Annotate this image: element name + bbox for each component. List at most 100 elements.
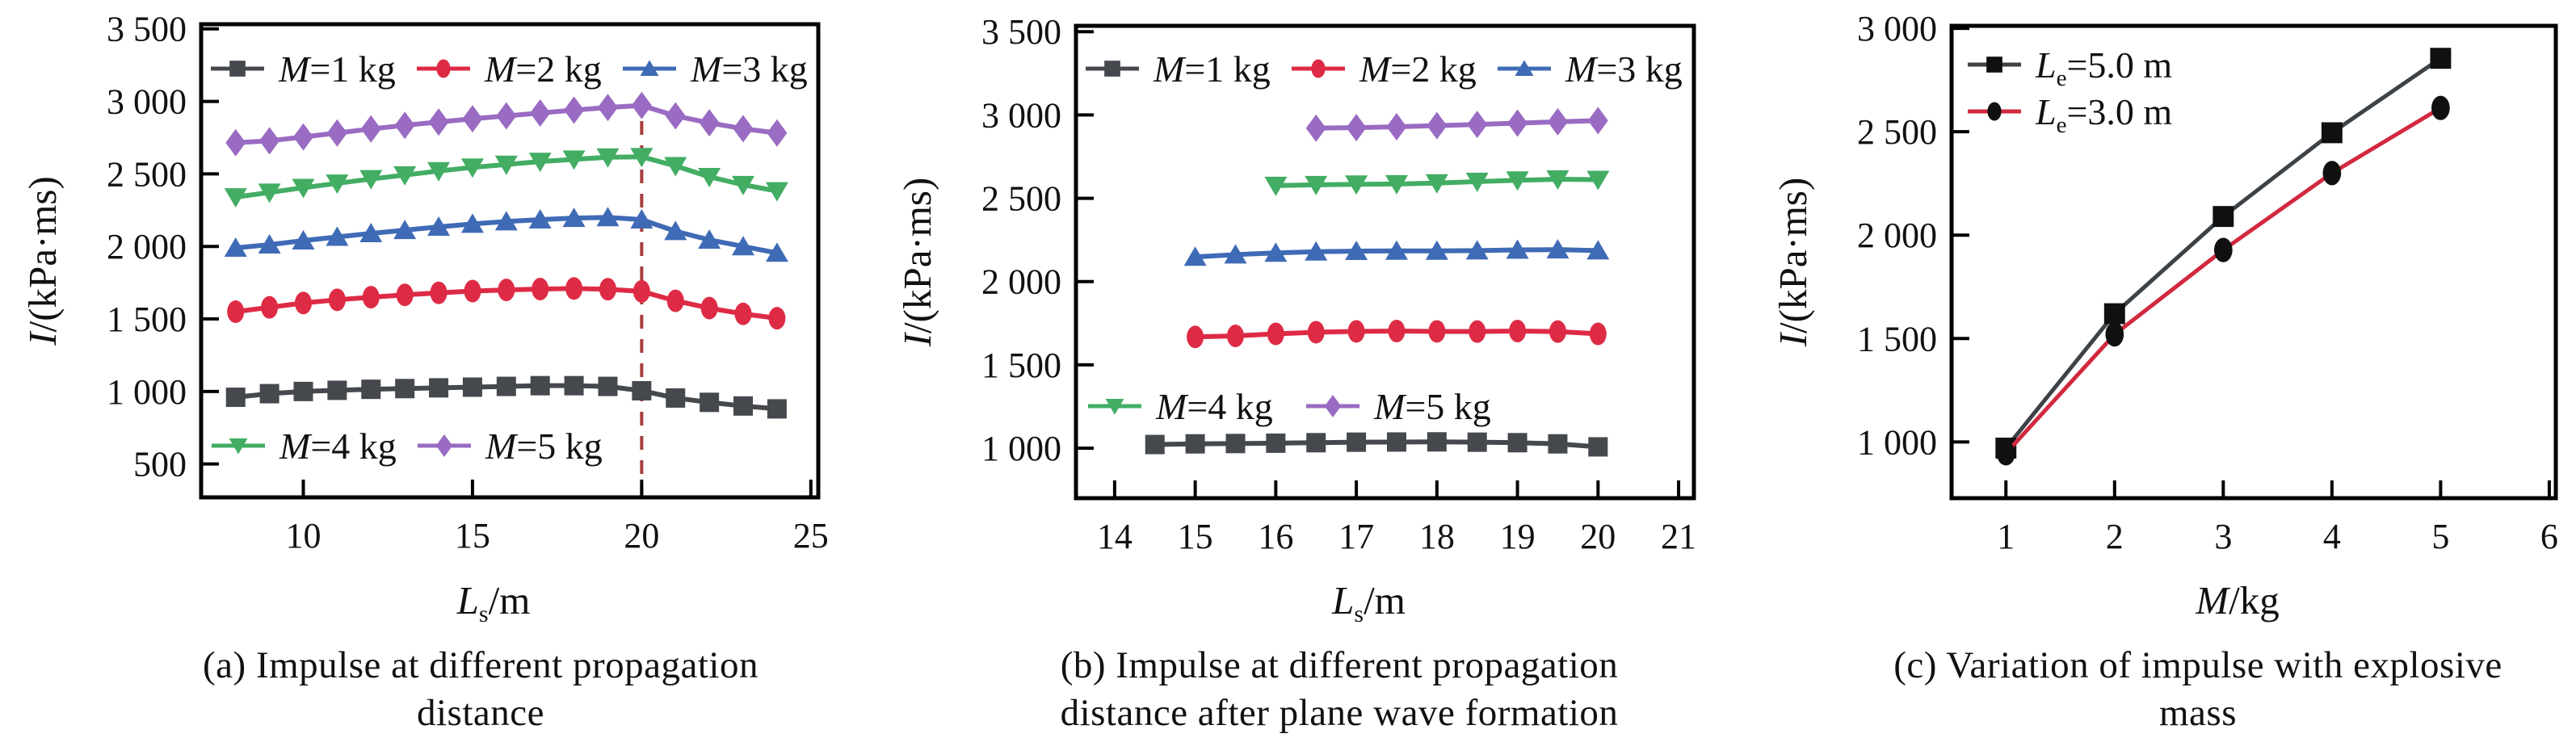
data-point-marker <box>1386 113 1407 141</box>
series-line <box>2004 106 2442 455</box>
data-point-marker <box>530 99 551 127</box>
data-point-marker <box>395 379 415 399</box>
plot-b: 14 15 16 17 18 19 20 21 1 000 1 500 2 000 2 500 3 00… <box>895 12 1696 627</box>
data-point-marker <box>1428 320 1446 343</box>
legend-label: M=2 kg <box>1359 48 1477 90</box>
y-tick-label: 1 000 <box>1857 422 1937 462</box>
data-point-marker <box>2103 303 2125 325</box>
legend-item-M=3-kg: M=3 kg <box>1498 48 1683 90</box>
legend-item-M=1-kg: M=1 kg <box>211 48 396 90</box>
data-point-marker <box>733 396 754 416</box>
y-axis-label: I/(kPa·ms) <box>1771 178 1815 348</box>
data-point-marker <box>596 148 620 168</box>
data-point-marker <box>1305 241 1328 261</box>
series-M=4-kg <box>224 148 788 208</box>
caption-b-line2: distance after plane wave formation <box>1060 692 1619 734</box>
data-point-marker <box>224 237 247 258</box>
data-point-marker <box>532 278 549 301</box>
data-point-marker <box>494 211 518 231</box>
data-point-marker <box>462 377 482 397</box>
y-tick-label: 2 000 <box>981 262 1061 302</box>
series-M=5-kg <box>1305 107 1608 142</box>
data-point-marker <box>360 115 381 143</box>
legend-marker <box>1987 102 2002 121</box>
legend-label: M=5 kg <box>1373 386 1491 427</box>
data-point-marker <box>427 216 451 236</box>
legend-label: M=2 kg <box>484 48 602 90</box>
axes-box <box>199 22 821 500</box>
legend-item-M=2-kg: M=2 kg <box>417 48 602 90</box>
data-point-marker <box>1546 170 1570 191</box>
data-point-marker <box>597 94 618 122</box>
data-point-marker <box>768 307 786 330</box>
data-point-marker <box>664 157 687 177</box>
data-point-marker <box>630 208 653 228</box>
data-point-marker <box>393 220 417 240</box>
series-Le=3.0-m <box>1996 95 2450 466</box>
data-point-marker <box>564 375 584 396</box>
y-tick-label: 3 000 <box>1857 9 1937 48</box>
y-tick-label: 3 500 <box>107 10 187 49</box>
data-point-marker <box>1145 434 1165 455</box>
legend-marker <box>229 61 246 77</box>
x-tick-label: 1 <box>1997 517 2015 556</box>
x-tick-label: 17 <box>1338 517 1374 556</box>
data-point-marker <box>259 127 280 155</box>
data-point-marker <box>666 388 686 408</box>
data-point-marker <box>698 167 721 187</box>
data-point-marker <box>1549 320 1566 343</box>
legend-marker <box>436 59 451 78</box>
data-point-marker <box>664 220 687 241</box>
data-point-marker <box>1347 432 1367 452</box>
x-tick-label: 10 <box>285 516 321 555</box>
series-M=2-kg <box>1187 320 1607 349</box>
data-point-marker <box>596 207 620 227</box>
data-point-marker <box>767 119 788 147</box>
y-tick-label: 2 500 <box>1857 112 1937 152</box>
data-point-marker <box>528 153 552 173</box>
caption-panel-c: (c) Variation of impulse with explosive … <box>1794 642 2576 737</box>
x-tick-label: 6 <box>2540 517 2558 556</box>
data-point-marker <box>2213 237 2233 262</box>
data-point-marker <box>1224 244 1247 264</box>
data-point-marker <box>460 158 484 178</box>
data-point-marker <box>396 283 414 307</box>
data-point-marker <box>496 376 516 396</box>
legend-marker <box>1515 60 1534 77</box>
series-M=3-kg <box>1183 239 1610 266</box>
legend-label: M=4 kg <box>1155 386 1273 427</box>
data-point-marker <box>227 300 245 324</box>
data-point-marker <box>1425 240 1448 260</box>
axes-box <box>1949 23 2558 501</box>
x-tick-label: 15 <box>1178 517 1213 556</box>
data-point-marker <box>528 208 552 228</box>
data-point-marker <box>765 242 788 262</box>
data-point-marker <box>1469 320 1486 343</box>
data-point-marker <box>464 279 481 303</box>
data-point-marker <box>2213 206 2234 228</box>
data-point-marker <box>1267 322 1284 346</box>
legend-label: M=4 kg <box>279 425 397 467</box>
data-point-marker <box>494 155 518 175</box>
x-tick-label: 4 <box>2323 517 2341 556</box>
data-point-marker <box>1345 175 1368 195</box>
y-tick-label: 3 000 <box>981 95 1061 135</box>
data-point-marker <box>630 148 653 168</box>
data-point-marker <box>1548 434 1568 454</box>
legend-item-M=2-kg: M=2 kg <box>1292 48 1477 90</box>
data-point-marker <box>666 289 684 312</box>
data-point-marker <box>598 376 618 396</box>
data-point-marker <box>698 229 721 249</box>
data-point-marker <box>1427 432 1447 452</box>
data-point-marker <box>258 183 281 203</box>
data-point-marker <box>599 278 616 301</box>
data-point-marker <box>1385 174 1408 195</box>
data-point-marker <box>1346 114 1367 142</box>
data-point-marker <box>1345 240 1368 260</box>
data-point-marker <box>733 115 754 143</box>
series-M=2-kg <box>227 277 786 330</box>
data-point-marker <box>1506 239 1529 259</box>
x-tick-label: 19 <box>1500 517 1536 556</box>
data-point-marker <box>734 302 752 325</box>
y-tick-label: 500 <box>133 445 187 484</box>
